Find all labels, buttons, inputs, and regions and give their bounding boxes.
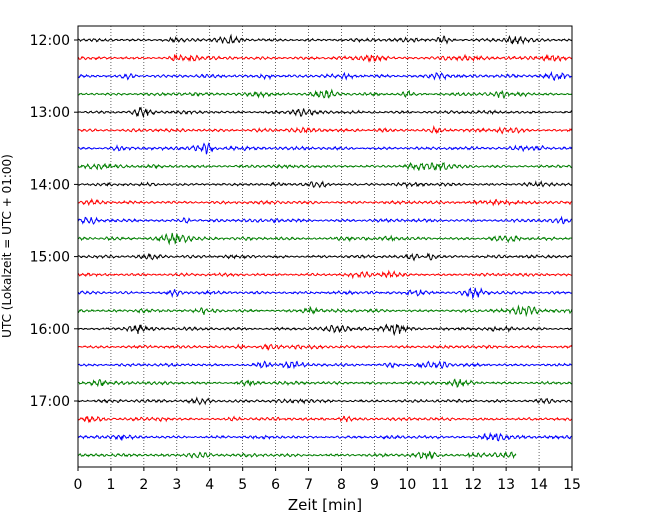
y-tick-label-12:00: 12:00 xyxy=(30,33,70,49)
trace-line-15 xyxy=(77,304,573,318)
y-tick-label-13:00: 13:00 xyxy=(30,105,70,121)
y-tick-label-16:00: 16:00 xyxy=(30,322,70,338)
trace-line-18 xyxy=(77,360,573,370)
trace-line-20 xyxy=(78,396,573,406)
trace-line-3 xyxy=(77,88,573,100)
trace-line-12 xyxy=(77,252,572,262)
x-tick-label-10: 10 xyxy=(398,477,416,493)
x-tick-label-2: 2 xyxy=(139,477,148,493)
trace-line-1 xyxy=(77,53,573,63)
trace-line-11 xyxy=(77,232,572,246)
x-axis-label: Zeit [min] xyxy=(288,496,362,514)
x-tick-label-14: 14 xyxy=(530,477,548,493)
x-tick-label-7: 7 xyxy=(304,477,313,493)
x-tick-label-5: 5 xyxy=(238,477,247,493)
trace-line-14 xyxy=(77,287,573,300)
trace-line-2 xyxy=(77,70,573,81)
y-axis-ticks: 12:00 13:00 14:00 15:00 16:00 17:00 xyxy=(30,33,78,410)
trace-line-5 xyxy=(77,125,573,135)
trace-line-9 xyxy=(77,197,572,207)
trace-line-22 xyxy=(77,431,573,442)
x-tick-label-13: 13 xyxy=(497,477,515,493)
trace-line-17 xyxy=(77,343,573,352)
trace-line-13 xyxy=(77,269,572,280)
x-tick-label-12: 12 xyxy=(464,477,482,493)
x-tick-label-0: 0 xyxy=(74,477,83,493)
trace-line-4 xyxy=(77,106,573,119)
x-tick-label-4: 4 xyxy=(205,477,214,493)
x-axis-ticks: 0 1 2 3 4 5 6 7 8 9 10 11 12 13 14 15 xyxy=(74,467,581,493)
trace-line-21 xyxy=(77,415,572,424)
trace-line-23 xyxy=(77,450,517,460)
x-tick-label-11: 11 xyxy=(431,477,449,493)
trace-line-19 xyxy=(77,378,573,388)
x-tick-label-6: 6 xyxy=(271,477,280,493)
y-axis-label: UTC (Lokalzeit = UTC + 01:00) xyxy=(0,154,14,338)
plot-frame xyxy=(77,25,573,468)
trace-line-10 xyxy=(77,215,572,225)
x-tick-label-8: 8 xyxy=(337,477,346,493)
x-tick-label-9: 9 xyxy=(370,477,379,493)
trace-line-16 xyxy=(77,323,572,337)
y-tick-label-14:00: 14:00 xyxy=(30,177,70,193)
seismic-traces xyxy=(77,33,573,460)
x-tick-label-3: 3 xyxy=(172,477,181,493)
trace-line-6 xyxy=(77,142,573,155)
y-tick-label-15:00: 15:00 xyxy=(30,250,70,266)
y-tick-label-17:00: 17:00 xyxy=(30,394,70,410)
trace-line-8 xyxy=(77,180,573,189)
x-tick-label-15: 15 xyxy=(563,477,581,493)
x-tick-label-1: 1 xyxy=(106,477,115,493)
trace-line-7 xyxy=(77,161,573,171)
trace-line-0 xyxy=(77,33,573,46)
